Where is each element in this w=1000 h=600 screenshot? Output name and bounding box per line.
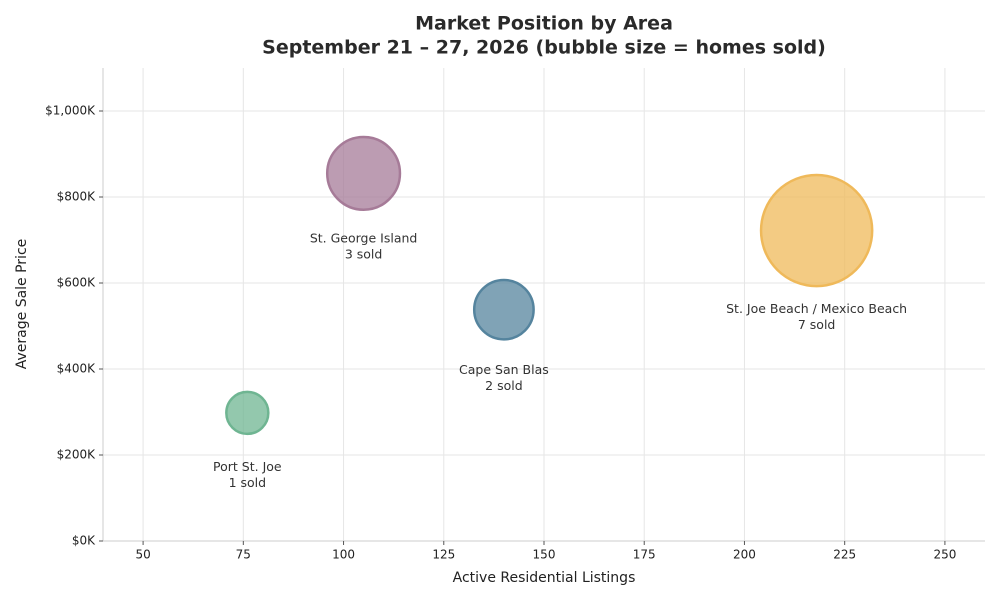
chart-subtitle: September 21 – 27, 2026 (bubble size = h… — [262, 37, 826, 59]
bubble — [472, 278, 535, 341]
x-axis-label: Active Residential Listings — [453, 570, 636, 586]
y-tick-label: $400K — [57, 362, 97, 376]
y-tick-label: $800K — [57, 190, 97, 204]
point-size-label: 2 sold — [485, 378, 523, 393]
bubble — [225, 390, 270, 436]
point-size-label: 7 sold — [798, 317, 836, 332]
bubble — [325, 135, 402, 211]
point-label: St. Joe Beach / Mexico Beach — [726, 301, 907, 316]
y-tick-label: $0K — [72, 534, 96, 548]
point-label: St. George Island — [310, 230, 418, 245]
point-label: Port St. Joe — [213, 459, 282, 474]
y-tick-label: $600K — [57, 276, 97, 290]
x-tick-label: 125 — [432, 548, 455, 562]
grid — [103, 68, 985, 542]
x-tick-label: 150 — [533, 548, 556, 562]
point-size-label: 1 sold — [229, 475, 267, 490]
x-tick-label: 200 — [733, 548, 756, 562]
point-size-label: 3 sold — [345, 246, 383, 261]
bubble — [759, 173, 874, 288]
x-tick-label: 175 — [633, 548, 656, 562]
y-tick-label: $1,000K — [45, 104, 96, 118]
x-tick-label: 100 — [332, 548, 355, 562]
bubbles — [225, 135, 874, 436]
chart-title: Market Position by Area — [415, 13, 673, 35]
x-tick-label: 225 — [833, 548, 856, 562]
x-tick-label: 50 — [135, 548, 150, 562]
point-label: Cape San Blas — [459, 362, 549, 377]
y-axis-label: Average Sale Price — [14, 239, 30, 370]
x-tick-label: 75 — [236, 548, 251, 562]
y-tick-label: $200K — [57, 448, 97, 462]
x-tick-label: 250 — [933, 548, 956, 562]
